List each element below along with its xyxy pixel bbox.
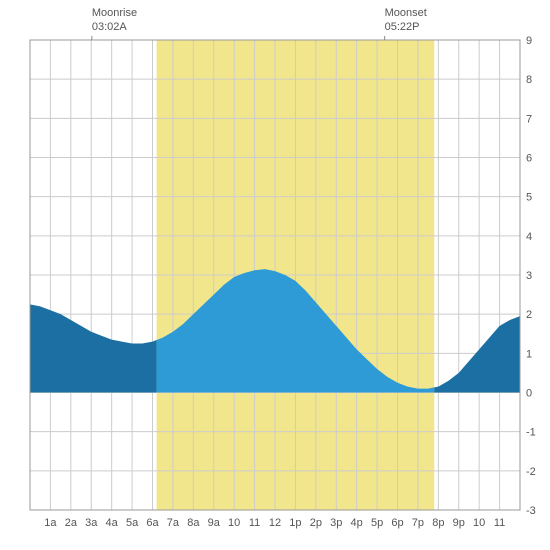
x-tick-label: 1a [44, 517, 57, 529]
x-tick-label: 4a [106, 517, 119, 529]
x-tick-label: 3a [85, 517, 98, 529]
moonset-label: Moonset [385, 6, 427, 20]
x-tick-label: 3p [330, 517, 342, 529]
x-tick-label: 11 [494, 517, 505, 529]
y-tick-label: 4 [526, 231, 532, 243]
y-tick-label: -2 [526, 466, 536, 478]
moonrise-label: Moonrise [92, 6, 137, 20]
y-tick-label: 1 [526, 348, 532, 360]
x-tick-label: 9a [208, 517, 221, 529]
tide-chart: Moonrise 03:02A Moonset 05:22P -3-2-1012… [0, 0, 550, 550]
x-tick-label: 1p [289, 517, 301, 529]
x-tick-label: 10 [473, 517, 485, 529]
y-tick-label: 6 [526, 153, 532, 165]
y-tick-label: 8 [526, 74, 532, 86]
x-tick-label: 2p [310, 517, 322, 529]
x-tick-label: 12 [269, 517, 281, 529]
x-tick-label: 8a [187, 517, 200, 529]
y-tick-label: 5 [526, 192, 532, 204]
x-tick-label: 10 [228, 517, 240, 529]
x-tick-label: 5a [126, 517, 139, 529]
x-tick-label: 7p [412, 517, 424, 529]
y-tick-label: -3 [526, 505, 536, 517]
moonrise-annotation: Moonrise 03:02A [92, 6, 137, 35]
x-tick-label: 6p [391, 517, 403, 529]
moonset-annotation: Moonset 05:22P [385, 6, 427, 35]
y-tick-label: 0 [526, 388, 532, 400]
y-tick-label: 9 [526, 35, 532, 47]
moonset-time: 05:22P [385, 20, 427, 34]
x-tick-label: 9p [453, 517, 465, 529]
moonrise-time: 03:02A [92, 20, 137, 34]
x-tick-label: 11 [249, 517, 260, 529]
x-tick-label: 2a [65, 517, 78, 529]
x-tick-label: 6a [146, 517, 159, 529]
x-tick-label: 4p [351, 517, 363, 529]
y-tick-label: 7 [526, 113, 532, 125]
y-tick-label: -1 [526, 427, 536, 439]
y-tick-label: 2 [526, 309, 532, 321]
chart-svg: -3-2-101234567891a2a3a4a5a6a7a8a9a101112… [0, 0, 550, 550]
x-tick-label: 8p [432, 517, 444, 529]
y-tick-label: 3 [526, 270, 532, 282]
x-tick-label: 5p [371, 517, 383, 529]
x-tick-label: 7a [167, 517, 180, 529]
